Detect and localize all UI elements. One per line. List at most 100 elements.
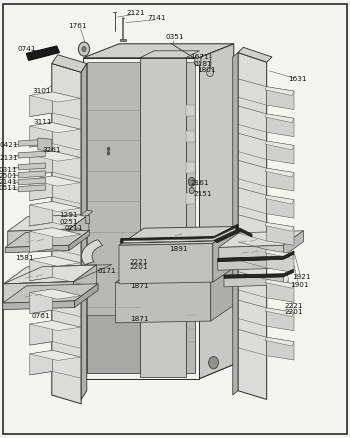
Polygon shape	[5, 230, 90, 247]
Polygon shape	[265, 87, 294, 95]
Polygon shape	[30, 92, 52, 117]
Text: 1871: 1871	[130, 283, 148, 289]
Text: 0181: 0181	[193, 60, 211, 67]
Polygon shape	[265, 195, 294, 204]
Polygon shape	[8, 229, 69, 248]
Polygon shape	[224, 269, 293, 278]
Polygon shape	[30, 256, 52, 281]
Polygon shape	[219, 245, 284, 258]
Polygon shape	[30, 228, 52, 252]
Polygon shape	[18, 151, 46, 158]
Polygon shape	[120, 39, 126, 41]
Polygon shape	[123, 228, 235, 243]
Polygon shape	[238, 53, 267, 399]
Polygon shape	[82, 240, 103, 265]
Circle shape	[82, 46, 86, 52]
Polygon shape	[219, 231, 303, 247]
Polygon shape	[30, 176, 52, 201]
Circle shape	[209, 357, 218, 369]
Polygon shape	[121, 224, 238, 243]
Text: 0421: 0421	[0, 141, 18, 148]
Polygon shape	[224, 277, 284, 287]
Polygon shape	[119, 244, 213, 284]
Polygon shape	[265, 223, 294, 231]
Polygon shape	[30, 201, 81, 212]
Polygon shape	[284, 231, 303, 256]
Polygon shape	[267, 114, 294, 137]
Polygon shape	[30, 176, 81, 186]
Text: 1871: 1871	[130, 316, 148, 322]
Polygon shape	[186, 131, 195, 142]
Text: 0311: 0311	[0, 167, 17, 173]
Polygon shape	[38, 138, 52, 151]
Polygon shape	[213, 226, 238, 282]
Polygon shape	[267, 250, 294, 272]
Text: 1581: 1581	[15, 255, 34, 261]
Text: 1761: 1761	[69, 23, 87, 29]
Polygon shape	[4, 265, 97, 284]
Polygon shape	[267, 308, 294, 331]
Polygon shape	[186, 105, 195, 116]
Polygon shape	[199, 44, 234, 379]
Polygon shape	[52, 64, 81, 404]
Polygon shape	[30, 151, 81, 161]
Text: 1671: 1671	[190, 54, 209, 60]
Polygon shape	[267, 195, 294, 218]
Text: 2201: 2201	[285, 309, 303, 315]
Polygon shape	[267, 87, 294, 110]
Polygon shape	[69, 230, 90, 251]
Polygon shape	[186, 62, 195, 373]
Polygon shape	[186, 162, 195, 173]
Text: 0211: 0211	[64, 225, 83, 231]
Polygon shape	[83, 44, 234, 58]
Text: 1891: 1891	[169, 246, 188, 252]
Text: 0511: 0511	[0, 185, 17, 191]
Polygon shape	[30, 256, 81, 266]
Text: 2201: 2201	[129, 264, 147, 270]
Polygon shape	[30, 321, 81, 331]
Polygon shape	[18, 139, 46, 146]
Polygon shape	[30, 123, 52, 147]
Polygon shape	[18, 185, 46, 192]
Polygon shape	[3, 284, 98, 303]
Polygon shape	[265, 168, 294, 177]
Polygon shape	[116, 281, 211, 323]
Polygon shape	[30, 350, 52, 375]
Polygon shape	[265, 337, 294, 346]
Text: 2131: 2131	[0, 155, 18, 161]
Text: 3101: 3101	[32, 88, 50, 94]
Polygon shape	[211, 263, 236, 321]
Polygon shape	[4, 282, 74, 302]
Polygon shape	[218, 251, 294, 261]
Circle shape	[107, 152, 110, 155]
Polygon shape	[267, 141, 294, 164]
Polygon shape	[30, 201, 52, 226]
Text: 1631: 1631	[288, 76, 307, 82]
Polygon shape	[233, 53, 238, 395]
Text: 2141: 2141	[0, 179, 17, 185]
Text: 3261: 3261	[43, 147, 61, 153]
Polygon shape	[238, 47, 272, 62]
Text: 2161: 2161	[190, 180, 209, 186]
Polygon shape	[30, 228, 81, 238]
Polygon shape	[265, 250, 294, 258]
Text: 2501: 2501	[0, 173, 17, 179]
Polygon shape	[80, 210, 93, 216]
Polygon shape	[265, 279, 294, 288]
Polygon shape	[18, 163, 46, 170]
Polygon shape	[214, 228, 252, 243]
Polygon shape	[18, 178, 46, 185]
Polygon shape	[140, 58, 186, 377]
Text: 3111: 3111	[34, 119, 52, 125]
Text: 1801: 1801	[197, 67, 216, 73]
Polygon shape	[75, 284, 98, 307]
Polygon shape	[267, 168, 294, 191]
Polygon shape	[30, 321, 52, 345]
Text: 1921: 1921	[293, 274, 311, 280]
Polygon shape	[265, 308, 294, 317]
Text: 2121: 2121	[127, 10, 145, 16]
Polygon shape	[265, 141, 294, 150]
Polygon shape	[186, 193, 195, 204]
Polygon shape	[30, 289, 52, 314]
Text: 2221: 2221	[129, 259, 147, 265]
